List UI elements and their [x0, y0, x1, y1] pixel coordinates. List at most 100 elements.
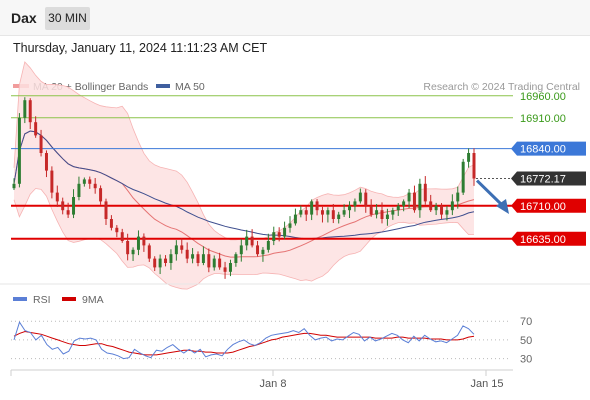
last-price-tag [511, 171, 586, 186]
candle-body [445, 210, 449, 215]
candle-body [353, 201, 357, 206]
candle-body [169, 254, 173, 263]
candle-body [12, 183, 16, 189]
candle-body [109, 219, 113, 228]
rsi-pane: 70 50 30 [11, 316, 532, 366]
candle-body [423, 183, 427, 202]
candle-body [93, 183, 97, 189]
candle-body [375, 210, 379, 215]
candle-body [396, 205, 400, 211]
rsi-line [13, 321, 475, 360]
candle-body [234, 254, 238, 263]
candle-body [326, 210, 330, 215]
rsi-ma-legend-label: 9MA [82, 294, 104, 306]
candle-body [456, 192, 460, 202]
candle-body [50, 170, 54, 193]
candle-body [131, 249, 135, 255]
candle-body [136, 236, 140, 250]
candle-body [266, 241, 270, 250]
price-pane: 16960.00 16910.00 16840.00 16772.17 16710.00… [11, 61, 586, 290]
candle-body [223, 267, 227, 272]
candle-body [196, 254, 200, 263]
candle-body [342, 210, 346, 215]
candle-body [28, 100, 32, 123]
candle-body [82, 179, 86, 184]
candle-body [412, 192, 416, 211]
candle-body [467, 153, 471, 162]
resistance-label: 16910.00 [520, 113, 566, 125]
forecast-arrowhead [496, 199, 509, 214]
candle-body [245, 236, 249, 246]
candle-body [164, 258, 168, 263]
candle-body [174, 245, 178, 255]
candle-body [310, 201, 314, 215]
credit-label: Research © 2024 Trading Central [423, 81, 580, 93]
last-price-label: 16772.17 [520, 173, 566, 185]
candle-body [23, 100, 27, 118]
candle-body [440, 205, 444, 215]
pivot-tag [511, 141, 586, 156]
candle-body [337, 214, 341, 219]
rsi-tick-label: 30 [520, 354, 532, 366]
candle-body [299, 210, 303, 215]
candle-body [104, 201, 108, 219]
candle-body [315, 201, 319, 211]
candle-body [293, 214, 297, 224]
support-tag [511, 231, 586, 246]
pivot-label: 16840.00 [520, 144, 566, 156]
candle-body [429, 201, 433, 211]
candle-body [201, 254, 205, 263]
candle-body [472, 153, 476, 179]
candle-body [434, 205, 438, 211]
candle-body [44, 153, 48, 171]
ma50-line [13, 130, 475, 240]
candle-body [250, 236, 254, 246]
rsi-ma-legend-swatch [62, 297, 76, 301]
candle-body [120, 232, 124, 241]
bollinger-band-area [14, 61, 474, 290]
forecast-arrow-line [475, 179, 504, 207]
candle-body [99, 188, 103, 202]
candle-body [77, 183, 81, 197]
candle-body [277, 232, 281, 237]
candle-body [218, 258, 222, 268]
candle-body [72, 197, 76, 215]
symbol-label: Dax [11, 10, 37, 26]
x-tick-label: Jan 15 [470, 378, 503, 390]
candle-body [153, 258, 157, 268]
candle-body [61, 201, 65, 211]
ma50-legend-label: MA 50 [175, 81, 205, 93]
candle-body [147, 245, 151, 259]
rsi-legend-swatch [13, 297, 27, 301]
candle-body [358, 192, 362, 202]
candle-body [402, 201, 406, 206]
candle-body [55, 192, 59, 202]
candle-body [288, 223, 292, 228]
rsi-legend-label: RSI [33, 294, 51, 306]
candle-body [207, 254, 211, 268]
candle-body [261, 249, 265, 255]
candle-body [142, 236, 146, 246]
candle-body [364, 192, 368, 206]
candle-body [450, 201, 454, 211]
candle-body [185, 249, 189, 259]
candle-body [320, 210, 324, 215]
candle-body [391, 210, 395, 215]
candle-body [331, 210, 335, 219]
candle-body [304, 210, 308, 215]
candle-body [272, 232, 276, 241]
rsi-tick-label: 70 [520, 316, 532, 328]
candle-body [34, 122, 38, 136]
candle-body [256, 245, 260, 255]
candle-body [418, 183, 422, 211]
candle-body [228, 263, 232, 272]
candle-body [283, 227, 287, 237]
candle-body [66, 210, 70, 215]
support-label: 16710.00 [520, 201, 566, 213]
timeframe-button[interactable]: 30 MIN [45, 7, 90, 30]
support-tag [511, 198, 586, 213]
candle-body [191, 254, 195, 259]
candle-body [39, 135, 43, 153]
candle-body [385, 214, 389, 219]
